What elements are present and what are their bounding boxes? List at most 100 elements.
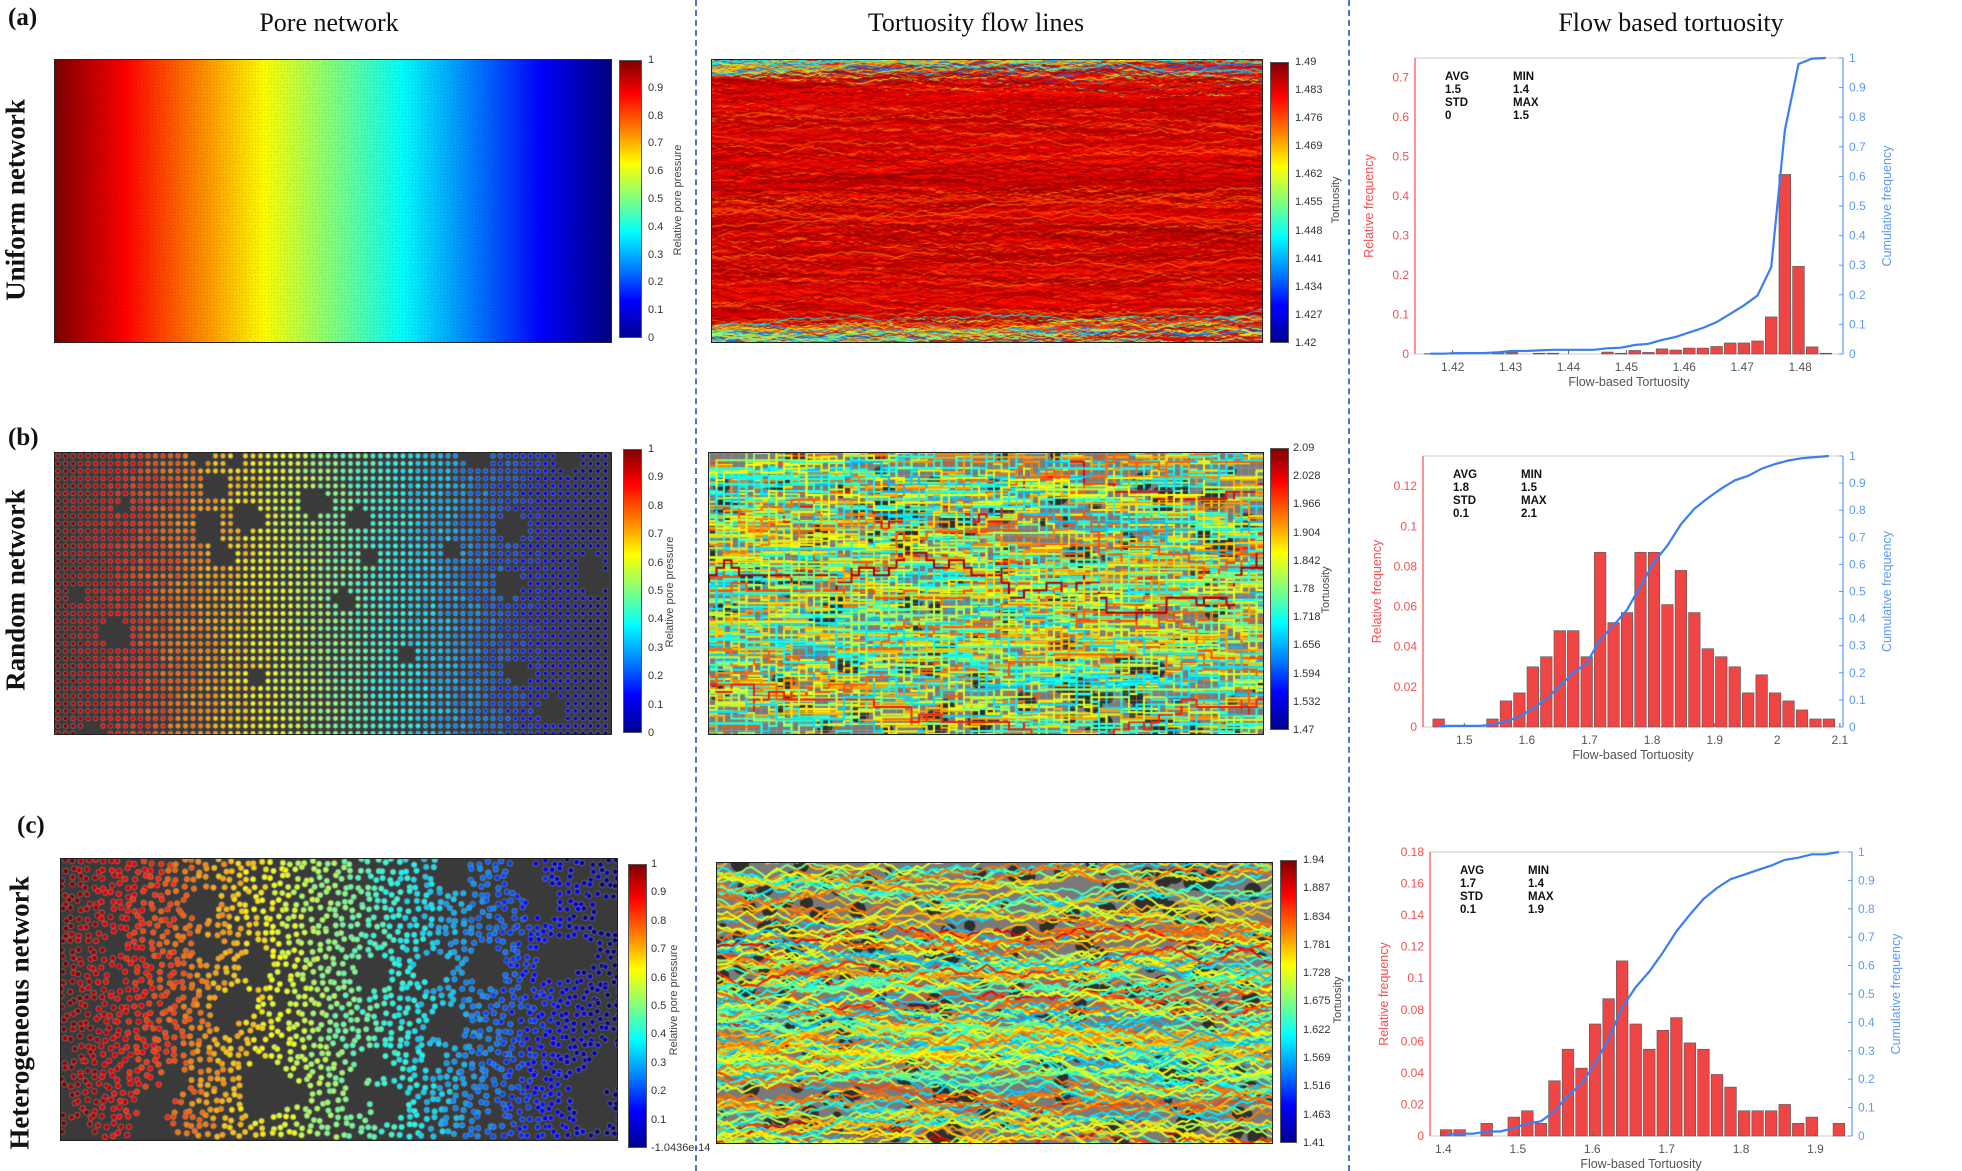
y2-tick-label: 0.1 [1849,317,1866,331]
histogram-bar [1526,666,1539,728]
colorbar-tortuosity [1270,62,1289,343]
stat-min-label: MIN [1528,865,1549,877]
histogram-bar [1755,674,1768,728]
histogram-bar [1634,552,1647,728]
x-tick-label: 1.6 [1519,733,1536,747]
cumulative-frequency-line [1430,56,1826,355]
histogram-bar [1683,1042,1697,1137]
x-tick-label: 1.7 [1658,1142,1675,1156]
row-label-uniform: Uniform network [0,99,31,301]
y-tick-label: 0.1 [1392,308,1409,322]
x-tick-label: 1.42 [1441,360,1465,374]
stat-avg-label: AVG [1445,71,1469,83]
histogram-bar [1661,604,1674,728]
x-tick-label: 1.47 [1731,360,1755,374]
histogram-bar [1561,1048,1575,1137]
divider-line [695,0,697,1171]
y2-tick-label: 0.6 [1858,959,1875,973]
stat-std-label: STD [1445,97,1468,109]
x-tick-label: 1.9 [1807,1142,1824,1156]
y-tick-label: 0.02 [1394,680,1418,694]
histogram-heterogeneous: 1.4 1.5 1.6 1.7 1.8 1.9 0 0.02 0.04 0.06 0.08 0.1 0.… [1377,845,1903,1171]
y2-tick-label: 0.4 [1849,229,1866,243]
x-tick-label: 1.44 [1557,360,1581,374]
histogram-bar [1629,1023,1642,1137]
x-axis-label: Flow-based Tortuosity [1572,748,1694,762]
stat-avg-label: AVG [1453,469,1477,481]
histogram-bar [1588,1023,1602,1137]
y-tick-label: 0.6 [1392,110,1409,124]
y-tick-label: 0.7 [1392,71,1409,85]
histogram-bar [1614,352,1628,355]
histogram-bar [1805,1116,1818,1137]
y2-tick-label: 1 [1849,449,1856,463]
histogram-bar [1642,352,1655,355]
histogram-bar [1765,1110,1778,1137]
cumulative-frequency-line [1446,850,1840,1136]
y2-tick-label: 0.7 [1858,930,1875,944]
colorbar-tortuosity [1280,860,1297,1143]
colorbar-relative-pore-pressure [628,864,647,1148]
y-tick-label: 0.06 [1394,600,1418,614]
y2-tick-label: 0 [1858,1129,1865,1143]
y-tick-label: 0.3 [1392,229,1409,243]
y2-tick-label: 0.9 [1849,476,1866,490]
histogram-bar [1548,1080,1561,1137]
histogram-bar [1809,718,1822,728]
histogram-bar [1505,352,1519,355]
y2-tick-label: 0.9 [1858,873,1875,887]
x-tick-label: 1.5 [1509,1142,1526,1156]
stat-min-label: MIN [1521,469,1542,481]
y2-tick-label: 0.6 [1849,557,1866,571]
histogram-bar [1792,266,1805,355]
histogram-bar [1580,656,1593,728]
y2-tick-label: 0.1 [1858,1101,1875,1115]
column-header-pore-network: Pore network [259,8,399,37]
colorbar-relative-pore-pressure [619,60,642,338]
histogram-bar [1737,342,1751,355]
histogram-bar [1643,1048,1656,1137]
histogram-bar [1534,1123,1548,1137]
colorbar-tortuosity [1270,448,1289,730]
y2-tick-label: 0 [1849,347,1856,361]
histogram-bar [1710,346,1723,355]
x-tick-label: 1.5 [1456,733,1473,747]
histogram-bar [1765,316,1778,355]
column-header-tortuosity-flow-lines: Tortuosity flow lines [867,8,1085,37]
histogram-bar [1513,692,1526,728]
colorbar-label: Relative pore pressure [672,144,684,256]
y2-tick-label: 0.5 [1858,987,1875,1001]
histogram-bar [1602,998,1615,1137]
divider-line [1348,0,1350,1171]
y-tick-label: 0.04 [1394,640,1418,654]
stat-std: 0.1 [1453,508,1470,520]
y2-tick-label: 1 [1858,845,1865,859]
histogram-bar [1728,666,1741,728]
histogram-bar [1553,630,1566,728]
y-tick-label: 0.16 [1401,877,1425,891]
colorbar-ticks: 1.49 1.483 1.476 1.469 1.462 1.455 1.448 1.441 1… [1295,56,1323,349]
tortuosity-flow-map-heterogeneous [716,862,1273,1144]
x-tick-label: 2.1 [1832,733,1849,747]
histogram-bar [1575,1067,1588,1137]
y-tick-label: 0 [1417,1129,1424,1143]
y-tick-label: 0.2 [1392,268,1409,282]
pore-network-map-random [54,452,612,735]
histogram-bar [1540,656,1553,728]
y-tick-label: 0.04 [1401,1066,1425,1080]
histogram-bar [1533,352,1546,355]
y2-tick-label: 0.7 [1849,140,1866,154]
colorbar-label: Relative pore pressure [664,536,676,648]
y2-tick-label: 0.3 [1849,258,1866,272]
histogram-bar [1674,570,1687,728]
histogram-bar [1656,1029,1669,1137]
histogram-bar [1655,348,1669,355]
histogram-bar [1819,352,1832,355]
histogram-uniform: 1.42 1.43 1.44 1.45 1.46 1.47 1.48 0 0.1 0.2 0.3 0.… [1362,51,1894,389]
colorbar-ticks: 1 0.9 0.8 0.7 0.6 0.5 0.4 0.3 0.2 0.1 0 [648,54,664,344]
x-tick-label: 1.7 [1581,733,1598,747]
colorbar-ticks: 1.94 1.887 1.834 1.781 1.728 1.675 1.622 1.569 1… [1303,854,1331,1149]
stat-max: 1.9 [1528,904,1544,916]
y-tick-label: 0.12 [1401,940,1425,954]
y-tick-label: 0.06 [1401,1034,1425,1048]
